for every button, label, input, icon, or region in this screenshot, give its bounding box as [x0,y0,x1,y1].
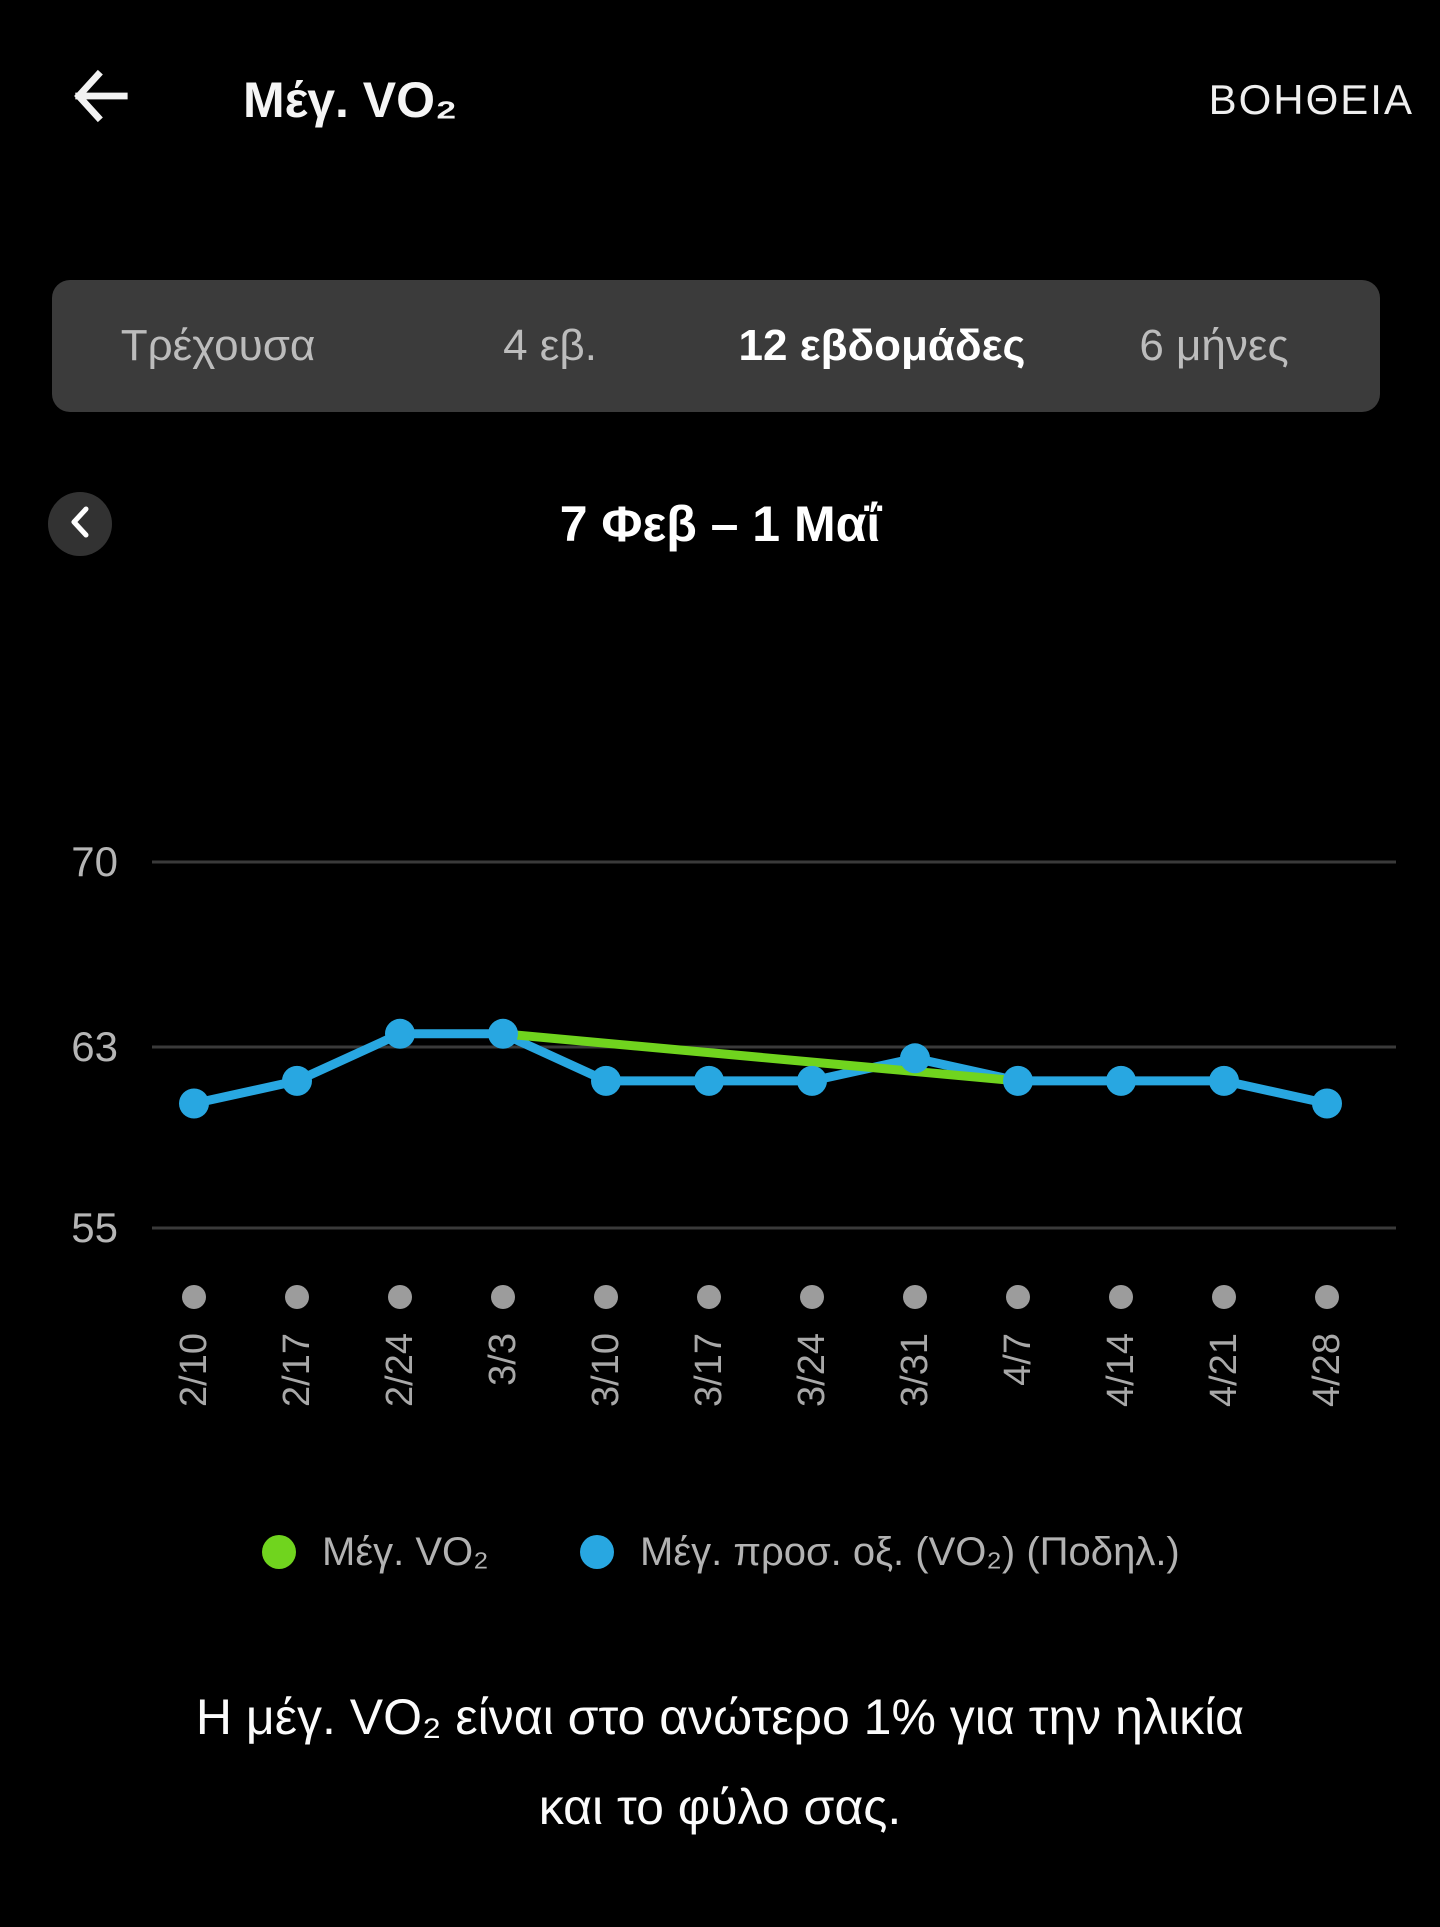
previous-period-button[interactable] [48,492,112,556]
legend-item-cycling-vo2: Μέγ. προσ. οξ. (VO₂) (Ποδηλ.) [580,1526,1180,1578]
period-tabbar: Τρέχουσα 4 εβ. 12 εβδομάδες 6 μήνες [52,280,1380,412]
tab-4-weeks[interactable]: 4 εβ. [503,321,597,370]
week-marker-dot [903,1285,927,1309]
legend-label: Μέγ. προσ. οξ. (VO₂) (Ποδηλ.) [640,1529,1180,1574]
summary-line-2: και το φύλο σας. [538,1779,902,1835]
week-marker-dot [1212,1285,1236,1309]
data-point[interactable] [179,1088,209,1119]
tab-current[interactable]: Τρέχουσα [120,321,316,370]
y-axis-tick: 70 [71,838,118,885]
page-title: Μέγ. VO₂ [243,72,458,128]
back-arrow-icon [69,65,131,132]
max-vo2-line [498,1029,1023,1086]
legend-item-max-vo2: Μέγ. VO₂ [262,1526,489,1578]
y-axis-tick: 63 [71,1023,118,1070]
data-point[interactable] [797,1065,827,1096]
data-point[interactable] [1312,1088,1342,1119]
week-marker-dot [697,1285,721,1309]
week-marker-dot [182,1285,206,1309]
green-series-dot-icon [262,1535,296,1569]
y-axis-tick: 55 [71,1204,118,1251]
data-point[interactable] [1106,1065,1136,1096]
vo2max-summary-text: Η μέγ. VO₂ είναι στο ανώτερο 1% για την … [0,1672,1440,1852]
legend-label: Μέγ. VO₂ [322,1529,489,1574]
week-marker-dot [285,1285,309,1309]
week-marker-dot [1315,1285,1339,1309]
data-point[interactable] [282,1065,312,1096]
date-range-label: 7 Φεβ – 1 Μαΐ [559,496,881,552]
data-point[interactable] [488,1018,518,1049]
help-button[interactable]: ΒΟΗΘΕΙΑ [1208,76,1414,123]
chevron-left-icon [63,502,97,547]
summary-line-1: Η μέγ. VO₂ είναι στο ανώτερο 1% για την … [195,1689,1245,1745]
data-point[interactable] [385,1018,415,1049]
data-point[interactable] [1003,1065,1033,1096]
data-point[interactable] [1209,1065,1239,1096]
data-point[interactable] [694,1065,724,1096]
week-marker-dot [491,1285,515,1309]
week-marker-dot [1109,1285,1133,1309]
cycling-vo2-line [189,1029,1332,1108]
tab-6-months[interactable]: 6 μήνες [1139,321,1289,370]
week-marker-dot [388,1285,412,1309]
week-marker-dot [1006,1285,1030,1309]
data-point[interactable] [900,1043,930,1074]
tab-12-weeks[interactable]: 12 εβδομάδες [738,321,1026,370]
week-marker-dot [594,1285,618,1309]
week-marker-dot [800,1285,824,1309]
data-point[interactable] [591,1065,621,1096]
blue-series-dot-icon [580,1535,614,1569]
back-button[interactable] [62,60,138,136]
